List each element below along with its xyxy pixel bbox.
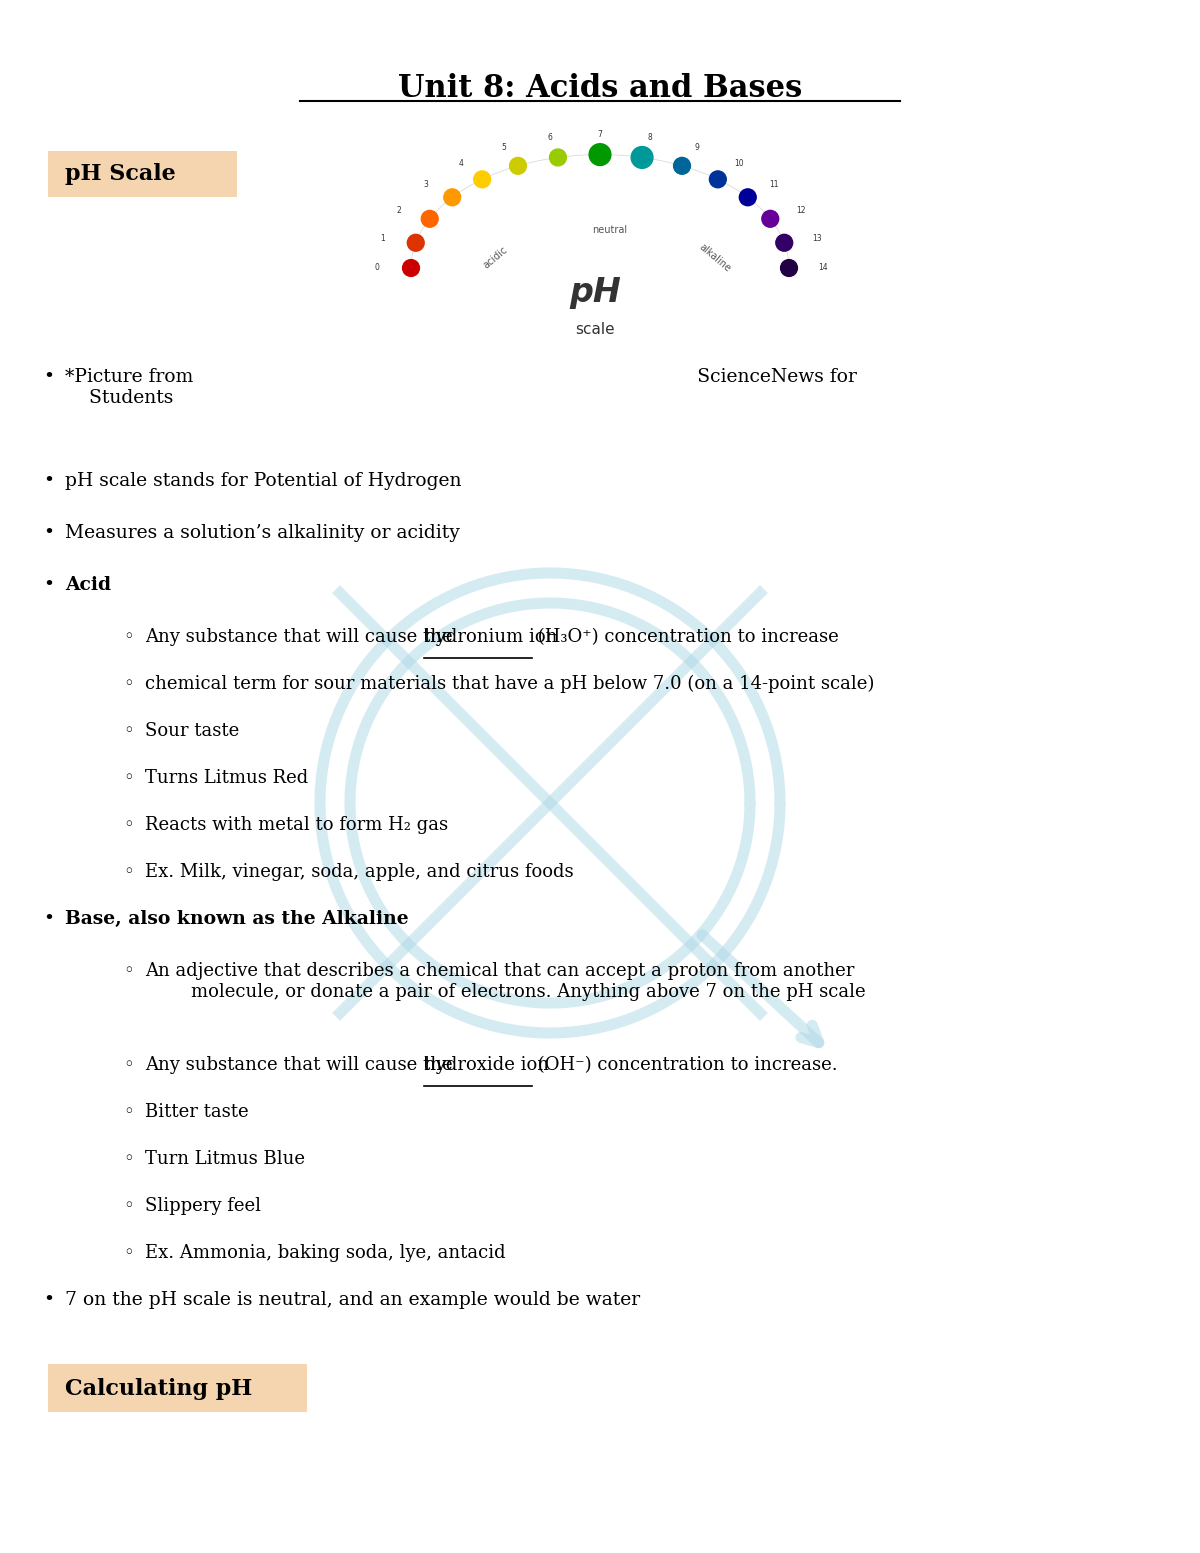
Text: Measures a solution’s alkalinity or acidity: Measures a solution’s alkalinity or acid…	[65, 523, 460, 542]
Circle shape	[510, 157, 527, 174]
Text: ◦: ◦	[124, 1056, 133, 1075]
Text: •: •	[43, 910, 54, 929]
Text: Slippery feel: Slippery feel	[145, 1197, 262, 1214]
Circle shape	[709, 171, 726, 188]
FancyBboxPatch shape	[48, 1364, 307, 1412]
Text: 1: 1	[380, 235, 385, 242]
Circle shape	[474, 171, 491, 188]
Text: 5: 5	[500, 143, 505, 152]
Text: ◦: ◦	[124, 1103, 133, 1121]
Text: hydronium ion: hydronium ion	[424, 627, 557, 646]
Text: 3: 3	[424, 180, 428, 189]
Circle shape	[402, 259, 420, 276]
Text: •: •	[43, 368, 54, 387]
Text: •: •	[43, 1291, 54, 1309]
Text: 8: 8	[647, 134, 652, 143]
FancyBboxPatch shape	[48, 151, 238, 197]
Text: (H₃O⁺) concentration to increase: (H₃O⁺) concentration to increase	[532, 627, 839, 646]
Text: ◦: ◦	[124, 1151, 133, 1168]
Text: 6: 6	[548, 134, 553, 143]
Text: 7: 7	[598, 130, 602, 138]
Text: ◦: ◦	[124, 627, 133, 646]
Text: Reacts with metal to form H₂ gas: Reacts with metal to form H₂ gas	[145, 815, 448, 834]
Text: 7 on the pH scale is neutral, and an example would be water: 7 on the pH scale is neutral, and an exa…	[65, 1291, 640, 1309]
Text: hydroxide ion: hydroxide ion	[424, 1056, 548, 1075]
Circle shape	[739, 189, 756, 205]
Text: 2: 2	[397, 205, 402, 214]
Text: Calculating pH: Calculating pH	[65, 1378, 252, 1399]
Circle shape	[762, 210, 779, 227]
Text: pH: pH	[569, 276, 620, 309]
Text: 4: 4	[458, 158, 463, 168]
Text: ◦: ◦	[124, 676, 133, 693]
Text: 12: 12	[796, 205, 805, 214]
Text: Acid: Acid	[65, 576, 112, 593]
Text: pH scale stands for Potential of Hydrogen: pH scale stands for Potential of Hydroge…	[65, 472, 462, 491]
Text: •: •	[43, 523, 54, 542]
Circle shape	[550, 149, 566, 166]
Text: Any substance that will cause the: Any substance that will cause the	[145, 627, 458, 646]
Text: scale: scale	[575, 323, 614, 337]
Text: Turn Litmus Blue: Turn Litmus Blue	[145, 1151, 305, 1168]
Circle shape	[589, 144, 611, 166]
Circle shape	[421, 210, 438, 227]
Text: ◦: ◦	[124, 1197, 133, 1214]
Circle shape	[631, 146, 653, 168]
Text: Ex. Ammonia, baking soda, lye, antacid: Ex. Ammonia, baking soda, lye, antacid	[145, 1244, 505, 1263]
Circle shape	[776, 235, 793, 252]
Text: ◦: ◦	[124, 769, 133, 787]
Text: 10: 10	[734, 158, 744, 168]
Text: ◦: ◦	[124, 815, 133, 834]
Circle shape	[444, 189, 461, 205]
Text: 13: 13	[812, 235, 822, 242]
Text: Base, also known as the Alkaline: Base, also known as the Alkaline	[65, 910, 409, 929]
Text: (OH⁻) concentration to increase.: (OH⁻) concentration to increase.	[532, 1056, 838, 1075]
Text: •: •	[43, 576, 54, 593]
Text: neutral: neutral	[593, 225, 628, 235]
Text: Turns Litmus Red: Turns Litmus Red	[145, 769, 308, 787]
Circle shape	[673, 157, 690, 174]
Text: pH Scale: pH Scale	[65, 163, 175, 185]
Text: ◦: ◦	[124, 863, 133, 881]
Text: 11: 11	[769, 180, 779, 189]
Text: Ex. Milk, vinegar, soda, apple, and citrus foods: Ex. Milk, vinegar, soda, apple, and citr…	[145, 863, 574, 881]
Text: ◦: ◦	[124, 961, 133, 980]
Text: 9: 9	[695, 143, 700, 152]
Text: ◦: ◦	[124, 1244, 133, 1263]
Text: 0: 0	[374, 264, 379, 272]
Text: Sour taste: Sour taste	[145, 722, 239, 739]
Circle shape	[780, 259, 798, 276]
Text: •: •	[43, 472, 54, 491]
Circle shape	[407, 235, 424, 252]
Text: Unit 8: Acids and Bases: Unit 8: Acids and Bases	[398, 73, 802, 104]
Text: acidic: acidic	[481, 245, 509, 270]
Text: ◦: ◦	[124, 722, 133, 739]
Text: Bitter taste: Bitter taste	[145, 1103, 248, 1121]
Text: chemical term for sour materials that have a pH below 7.0 (on a 14-point scale): chemical term for sour materials that ha…	[145, 676, 875, 693]
Text: alkaline: alkaline	[697, 242, 733, 273]
Text: Any substance that will cause the: Any substance that will cause the	[145, 1056, 458, 1075]
Text: *Picture from                                                                   : *Picture from	[65, 368, 857, 407]
Text: An adjective that describes a chemical that can accept a proton from another
   : An adjective that describes a chemical t…	[145, 961, 865, 1000]
Text: 14: 14	[818, 264, 828, 272]
